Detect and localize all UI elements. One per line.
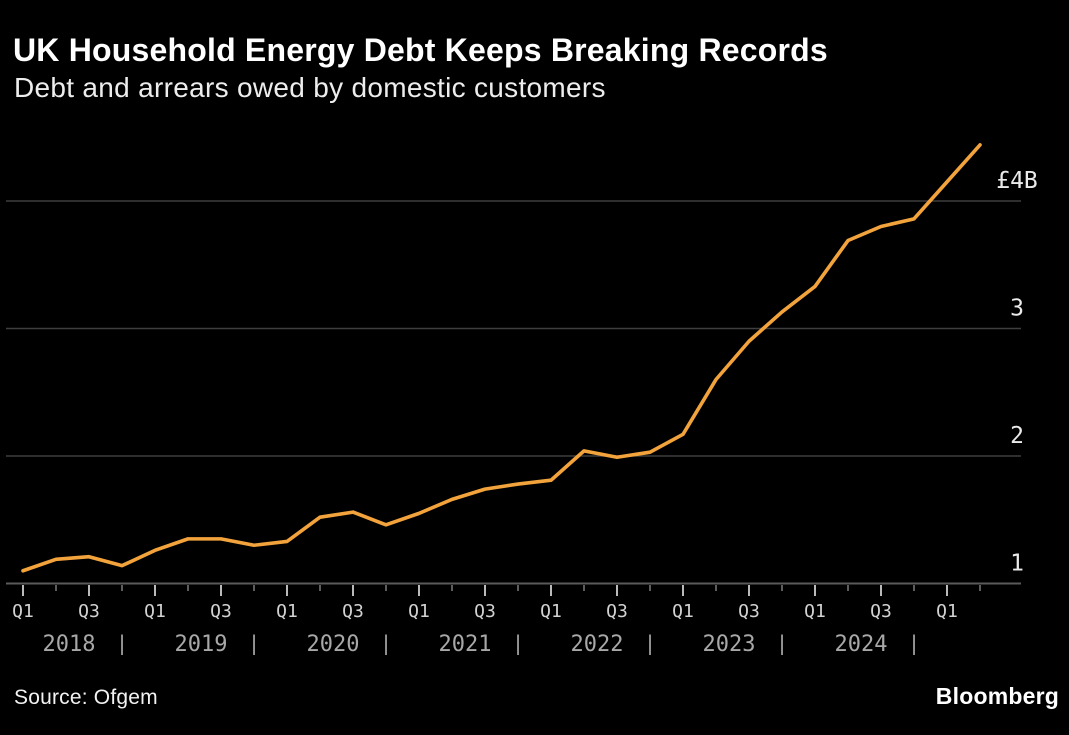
year-label: 2019: [175, 632, 228, 657]
quarter-label: Q3: [870, 601, 892, 622]
quarter-label: Q1: [804, 601, 826, 622]
quarter-label: Q1: [144, 601, 166, 622]
quarter-label: Q3: [78, 601, 100, 622]
year-separator: |: [776, 631, 788, 655]
year-separator: |: [512, 631, 524, 655]
quarter-label: Q3: [738, 601, 760, 622]
year-separator: |: [248, 631, 260, 655]
chart-title: UK Household Energy Debt Keeps Breaking …: [13, 32, 828, 68]
year-label: 2018: [43, 632, 96, 657]
quarter-label: Q1: [276, 601, 298, 622]
quarter-label: Q1: [540, 601, 562, 622]
debt-line-series: [21, 143, 982, 573]
y-tick-label: 1: [1010, 551, 1024, 577]
year-separator: |: [644, 631, 656, 655]
quarter-label: Q3: [342, 601, 364, 622]
quarter-label: Q3: [210, 601, 232, 622]
year-label: 2020: [307, 632, 360, 657]
y-tick-label: 3: [1010, 296, 1024, 322]
quarter-label: Q3: [606, 601, 628, 622]
year-label: 2021: [439, 632, 492, 657]
chart-subtitle: Debt and arrears owed by domestic custom…: [14, 72, 606, 103]
year-separator: |: [116, 631, 128, 655]
bloomberg-logo: Bloomberg: [935, 683, 1059, 709]
quarter-label: Q1: [672, 601, 694, 622]
year-separator: |: [380, 631, 392, 655]
y-tick-label: £4B: [996, 168, 1038, 194]
source-credit: Source: Ofgem: [14, 686, 158, 709]
quarter-label: Q1: [408, 601, 430, 622]
year-label: 2024: [835, 632, 888, 657]
quarter-label: Q1: [936, 601, 958, 622]
year-separator: |: [908, 631, 920, 655]
year-label: 2022: [571, 632, 624, 657]
quarter-label: Q1: [12, 601, 34, 622]
y-tick-label: 2: [1010, 423, 1024, 449]
year-label: 2023: [703, 632, 756, 657]
quarter-label: Q3: [474, 601, 496, 622]
